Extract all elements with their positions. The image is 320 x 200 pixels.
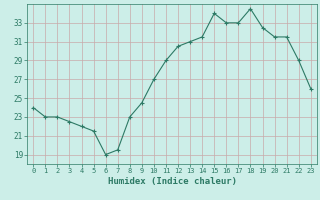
X-axis label: Humidex (Indice chaleur): Humidex (Indice chaleur) (108, 177, 236, 186)
